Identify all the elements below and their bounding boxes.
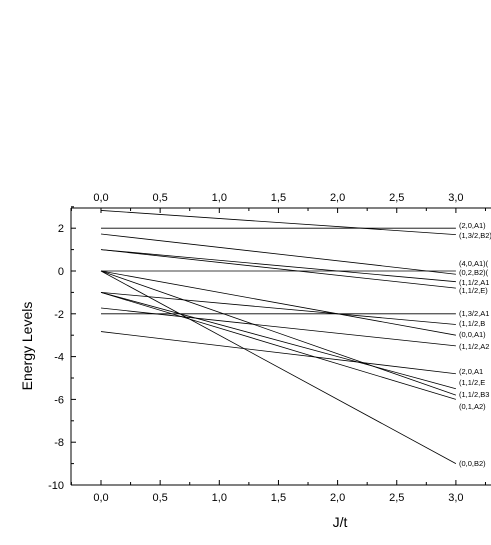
x-tick-label: 0,0	[93, 492, 108, 504]
x-tick-label: 2,0	[330, 492, 345, 504]
series-label: (1,1/2,E)	[459, 286, 488, 295]
series-label: (0,2,B2)(	[459, 268, 489, 277]
x-top-tick-label: 1,5	[271, 192, 286, 204]
series-label: (4,0,A1)(	[459, 259, 489, 268]
series-label: (0,1,A2)	[459, 402, 486, 411]
series-label: (0,0,B2)	[459, 459, 486, 468]
series-label: (1,1/2,A1	[459, 278, 489, 287]
y-tick-label: -8	[54, 437, 64, 449]
series-line	[100, 270, 456, 336]
series-labels: (2,0,A1)(1,3/2,B2)(4,0,A1)((0,2,B2)((1,1…	[459, 221, 491, 468]
x-tick-label: 1,5	[271, 492, 286, 504]
y-tick-label: -6	[54, 394, 64, 406]
y-tick-label: 2	[58, 223, 64, 235]
x-tick-label: 0,5	[153, 492, 168, 504]
series-label: (1,1/2,A2	[459, 342, 489, 351]
x-tick-label: 2,5	[389, 492, 404, 504]
x-top-tick-label: 1,0	[212, 192, 227, 204]
series-label: (1,3/2,B2)	[459, 231, 491, 240]
x-tick-label: 3,0	[448, 492, 463, 504]
series-line	[100, 292, 456, 325]
series-label: (0,0,A1)	[459, 330, 486, 339]
x-top-tick-label: 0,5	[153, 192, 168, 204]
series-label: (1,1/2,B	[459, 319, 485, 328]
series-label: (1,1/2,B3	[459, 390, 489, 399]
x-tick-label: 1,0	[212, 492, 227, 504]
series-line	[100, 307, 456, 347]
series-label: (2,0,A1)	[459, 221, 486, 230]
x-top-tick-label: 3,0	[448, 192, 463, 204]
x-axis-title: J/t	[333, 514, 348, 530]
series-label: (2,0,A1	[459, 367, 483, 376]
y-tick-label: -2	[54, 309, 64, 321]
axis-ticks: 0,0 0,0 0,5 0,5 1,0 1,0 1,5 1,5 2,0 2,0 2,5 2,5 3,0 3…	[48, 192, 486, 504]
series-label: (1,3/2,A1	[459, 309, 489, 318]
x-top-tick-label: 0,0	[93, 192, 108, 204]
series-line	[100, 249, 456, 289]
series-line	[100, 270, 457, 396]
series-line	[100, 210, 456, 236]
series-line	[100, 331, 456, 375]
x-top-tick-label: 2,0	[330, 192, 345, 204]
y-tick-label: -4	[54, 352, 64, 364]
y-axis-title: Energy Levels	[19, 302, 35, 391]
x-top-tick-label: 2,5	[389, 192, 404, 204]
series-line	[100, 292, 457, 400]
y-tick-label: 0	[58, 266, 64, 278]
series-line	[100, 249, 456, 283]
series-lines	[100, 210, 457, 464]
y-tick-label: -10	[48, 480, 64, 492]
series-line	[100, 233, 456, 275]
series-line	[100, 292, 457, 390]
series-label: (1,1/2,E	[459, 378, 485, 387]
series-line	[100, 270, 457, 464]
plot-frame	[70, 207, 491, 486]
